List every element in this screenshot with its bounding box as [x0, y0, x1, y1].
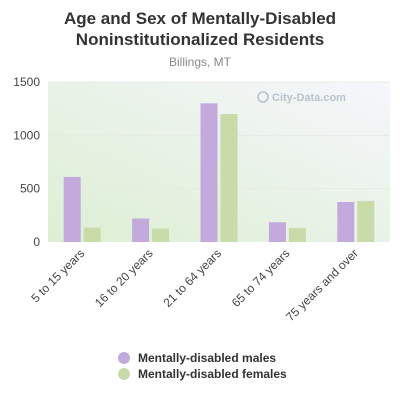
bar [337, 202, 355, 242]
legend-item-males: Mentally-disabled males [118, 350, 287, 365]
bar [63, 176, 81, 242]
legend-swatch-males [118, 351, 130, 364]
legend-label-males: Mentally-disabled males [138, 350, 277, 365]
chart-title: Age and Sex of Mentally-Disabled Noninst… [0, 8, 400, 50]
bar [83, 227, 101, 242]
x-tick-label: 21 to 64 years [160, 246, 224, 310]
x-tick-label: 75 years and over [283, 246, 361, 324]
bars [63, 103, 375, 242]
y-tick-label: 1500 [13, 75, 40, 89]
watermark-text: City-Data.com [272, 92, 346, 104]
legend-swatch-females [118, 367, 130, 380]
legend-item-females: Mentally-disabled females [118, 366, 287, 381]
x-tick-label: 5 to 15 years [28, 246, 87, 305]
gridlines [48, 81, 390, 190]
bar [220, 114, 238, 242]
chart-title-text: Age and Sex of Mentally-Disabled Noninst… [63, 9, 337, 49]
watermark-search-icon [257, 91, 269, 103]
x-tick-label: 16 to 20 years [92, 246, 156, 310]
x-axis: 5 to 15 years 16 to 20 years 21 to 64 year… [28, 246, 361, 324]
bar [200, 103, 218, 242]
bar [357, 200, 375, 242]
watermark: City-Data.com [257, 91, 346, 104]
y-axis: 0 500 1000 1500 [13, 75, 40, 249]
legend: Mentally-disabled males Mentally-disable… [118, 350, 287, 382]
bar [152, 228, 170, 242]
bar [288, 228, 306, 242]
plot-area [48, 82, 390, 242]
chart-subtitle: Billings, MT [168, 55, 231, 69]
y-tick-label: 500 [20, 182, 40, 196]
bar [268, 222, 286, 242]
y-tick-label: 0 [33, 235, 40, 249]
bar [132, 218, 150, 242]
y-tick-label: 1000 [13, 128, 40, 142]
legend-label-females: Mentally-disabled females [138, 366, 287, 381]
x-tick-label: 65 to 74 years [229, 246, 293, 310]
